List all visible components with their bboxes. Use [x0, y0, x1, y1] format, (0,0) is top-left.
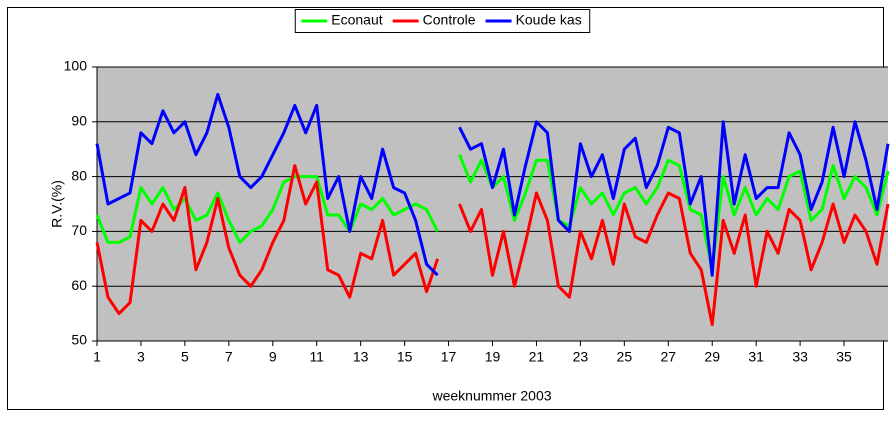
series-line — [95, 92, 890, 277]
x-tick-label: 1 — [93, 349, 101, 365]
x-tick-label: 35 — [836, 349, 852, 365]
x-tick-label: 27 — [660, 349, 676, 365]
y-tick-label: 50 — [71, 332, 87, 348]
series-line — [95, 164, 890, 327]
y-tick-label: 100 — [64, 58, 88, 74]
x-tick-label: 13 — [353, 349, 369, 365]
x-tick-label: 3 — [137, 349, 145, 365]
x-tick-label: 19 — [485, 349, 501, 365]
x-tick-label: 7 — [225, 349, 233, 365]
plot-area — [97, 67, 888, 341]
x-tick-label: 11 — [309, 349, 324, 365]
y-tick-label: 60 — [71, 277, 87, 293]
legend-label: Controle — [423, 12, 476, 28]
y-tick-label: 70 — [71, 222, 87, 238]
x-tick-label: 29 — [704, 349, 720, 365]
x-tick-label: 23 — [573, 349, 589, 365]
series-line — [95, 154, 890, 272]
x-tick-label: 9 — [269, 349, 277, 365]
y-axis-label: R.V.(%) — [49, 180, 65, 228]
legend-label: Econaut — [331, 12, 382, 28]
x-tick-label: 33 — [792, 349, 808, 365]
y-tick-label: 80 — [71, 167, 87, 183]
legend-box — [294, 9, 591, 33]
x-tick-label: 25 — [617, 349, 633, 365]
x-tick-label: 17 — [441, 349, 457, 365]
x-tick-label: 15 — [397, 349, 413, 365]
y-tick-label: 90 — [71, 113, 87, 129]
x-axis-label: weeknummer 2003 — [431, 388, 551, 404]
x-tick-label: 31 — [748, 349, 764, 365]
x-tick-label: 21 — [529, 349, 545, 365]
x-tick-label: 5 — [181, 349, 189, 365]
legend-label: Koude kas — [516, 12, 582, 28]
